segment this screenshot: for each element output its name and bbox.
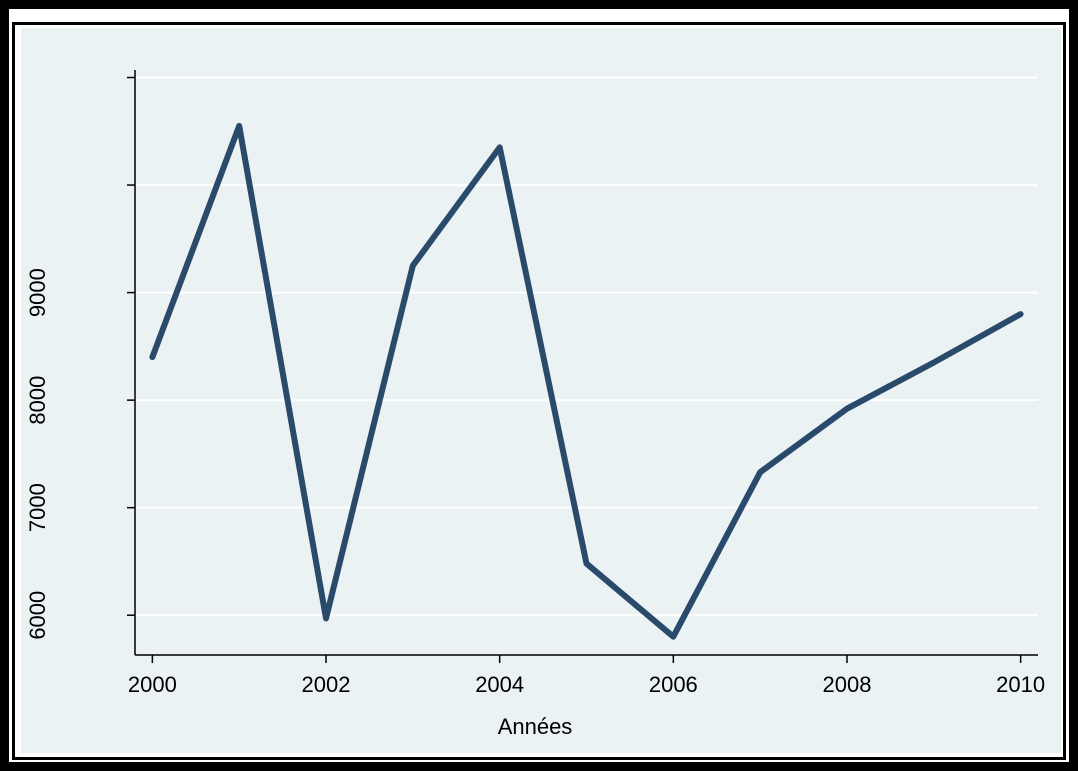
y-tick-label: 8000 (25, 376, 50, 425)
x-tick-label: 2004 (475, 672, 524, 697)
x-axis-title: Années (498, 714, 573, 739)
y-tick-label: 9000 (25, 268, 50, 317)
plot-background (21, 28, 1061, 753)
x-tick-label: 2010 (996, 672, 1045, 697)
x-tick-label: 2008 (823, 672, 872, 697)
series-line (149, 122, 1024, 640)
axes (127, 70, 1038, 663)
x-tick-label: 2006 (649, 672, 698, 697)
y-tick-label: 6000 (25, 591, 50, 640)
gridlines (135, 76, 1038, 617)
x-tick-label: 2002 (302, 672, 351, 697)
y-tick-label: 7000 (25, 483, 50, 532)
series-layer (149, 122, 1024, 640)
tick-labels: 6000 7000 8000 9000 2000 2002 2004 2006 2008 2010 (25, 268, 1045, 697)
x-tick-label: 2000 (128, 672, 177, 697)
